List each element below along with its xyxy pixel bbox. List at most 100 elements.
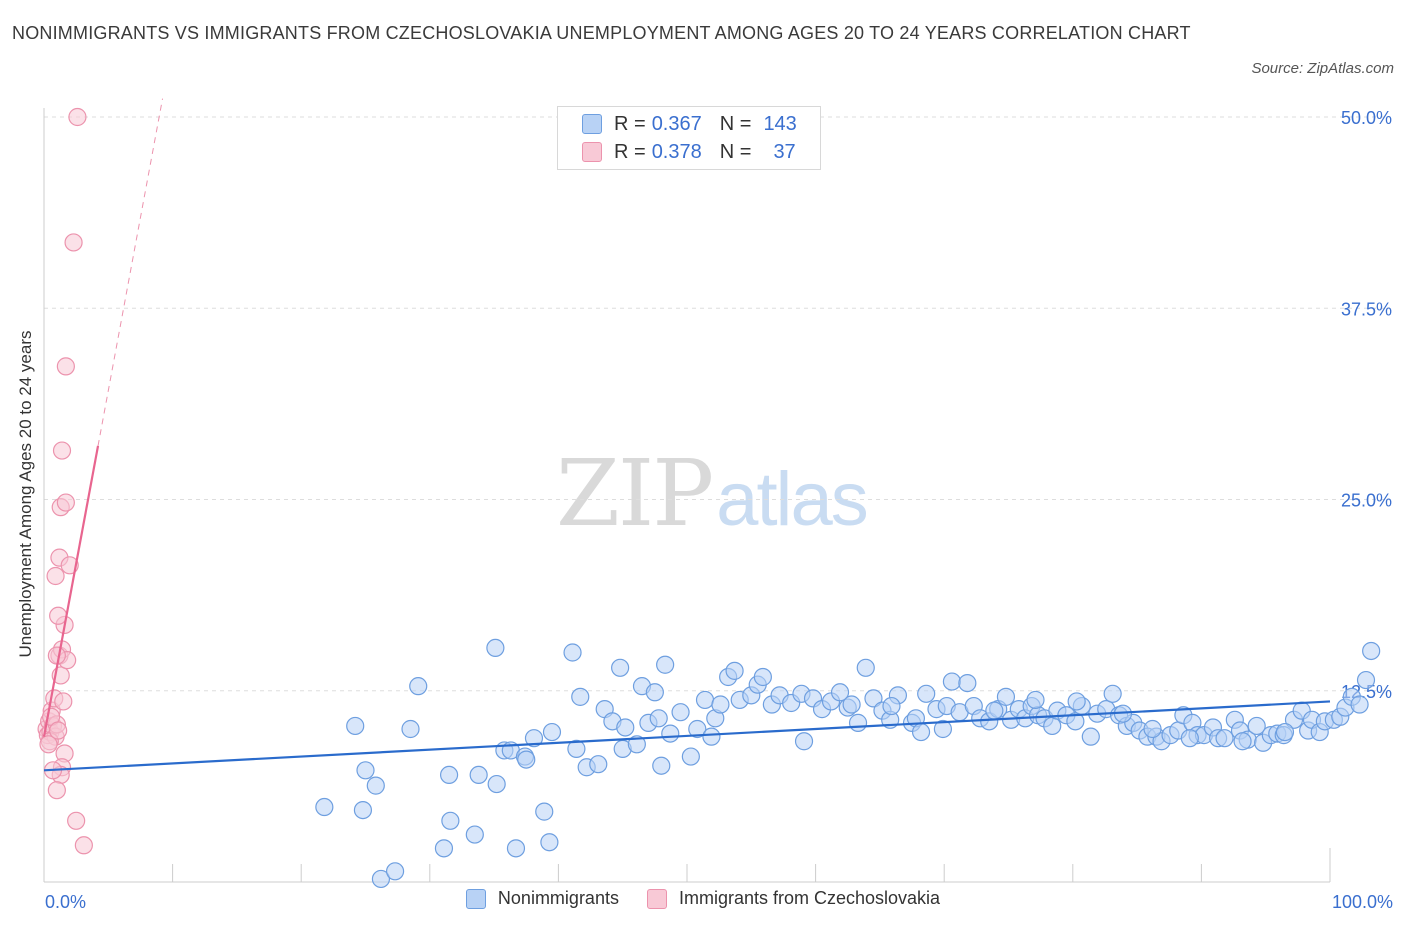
- nonimmigrant-point: [611, 658, 630, 677]
- legend-row-nonimmigrants: R = 0.367 N = 143: [582, 111, 797, 137]
- nonimmigrant-point: [1233, 732, 1252, 751]
- nonimmigrant-point: [506, 839, 526, 858]
- nonimmigrant-point: [856, 658, 875, 677]
- nonimmigrant-point: [985, 701, 1004, 720]
- legend-swatch-blue: [465, 888, 486, 909]
- legend-item-immigrants: Immigrants from Czechoslovakia: [646, 888, 941, 909]
- n-label: N =: [719, 140, 752, 163]
- chart-title: NONIMMIGRANTS VS IMMIGRANTS FROM CZECHOS…: [12, 23, 1191, 43]
- nonimmigrant-point: [385, 862, 405, 881]
- immigrants-trend-line: [42, 445, 100, 737]
- legend-swatch-pink: [646, 888, 667, 909]
- immigrant-point: [64, 233, 83, 252]
- immigrant-point: [46, 566, 65, 586]
- nonimmigrant-point: [487, 774, 506, 794]
- r-value: 0.367: [651, 112, 702, 135]
- x-tick-label: 100.0%: [1332, 892, 1393, 912]
- nonimmigrant-point: [465, 825, 484, 844]
- nonimmigrant-point: [649, 709, 668, 728]
- nonimmigrants-trend-line: [43, 700, 1331, 772]
- nonimmigrant-point: [1143, 719, 1162, 739]
- legend-label-immigrants: Immigrants from Czechoslovakia: [678, 888, 941, 908]
- correlation-legend: R = 0.367 N = 143 R = 0.378 N = 37: [557, 106, 821, 170]
- nonimmigrant-point: [652, 756, 671, 775]
- nonimmigrant-point: [1081, 727, 1100, 746]
- immigrant-point: [54, 692, 73, 711]
- nonimmigrant-point: [441, 811, 460, 830]
- nonimmigrant-point: [366, 776, 385, 795]
- nonimmigrant-point: [409, 677, 428, 696]
- zipatlas-watermark: ZIPatlas: [556, 440, 869, 547]
- immigrant-point: [52, 441, 72, 460]
- nonimmigrant-point: [725, 661, 744, 680]
- immigrant-point: [56, 357, 75, 376]
- nonimmigrant-point: [830, 683, 850, 702]
- nonimmigrant-point: [1247, 716, 1266, 736]
- nonimmigrant-point: [563, 643, 582, 662]
- nonimmigrant-point: [567, 739, 586, 758]
- nonimmigrant-point: [882, 696, 901, 716]
- y-tick-label: 50.0%: [1341, 108, 1392, 128]
- nonimmigrant-point: [517, 750, 536, 769]
- immigrant-point: [49, 721, 68, 740]
- immigrants-trend-extension: [97, 98, 164, 447]
- nonimmigrant-point: [1066, 712, 1085, 731]
- nonimmigrant-point: [540, 833, 559, 852]
- nonimmigrant-point: [1026, 690, 1045, 710]
- legend-label-nonimmigrants: Nonimmigrants: [497, 888, 619, 908]
- immigrant-point: [49, 606, 68, 625]
- nonimmigrant-point: [1350, 695, 1369, 714]
- immigrant-point: [68, 107, 87, 127]
- legend-item-nonimmigrants: Nonimmigrants: [465, 888, 619, 909]
- nonimmigrant-point: [371, 869, 391, 889]
- legend-row-immigrants: R = 0.378 N = 37: [582, 139, 796, 165]
- immigrant-point: [74, 836, 93, 855]
- nonimmigrant-point: [1103, 684, 1122, 703]
- nonimmigrant-point: [911, 722, 931, 742]
- nonimmigrant-point: [469, 765, 488, 785]
- r-label: R =: [614, 140, 646, 163]
- immigrant-point: [39, 735, 58, 754]
- nonimmigrant-point: [996, 687, 1016, 706]
- nonimmigrant-point: [627, 735, 646, 754]
- legend-swatch-pink: [582, 142, 602, 162]
- nonimmigrant-point: [842, 695, 861, 714]
- x-tick-label: 0.0%: [45, 892, 86, 912]
- nonimmigrant-point: [542, 722, 562, 742]
- nonimmigrant-point: [933, 719, 953, 739]
- legend-swatch-blue: [582, 114, 602, 134]
- nonimmigrant-point: [1067, 692, 1086, 711]
- nonimmigrant-point: [1356, 670, 1376, 690]
- n-label: N =: [719, 112, 752, 135]
- r-label: R =: [614, 112, 646, 135]
- nonimmigrant-point: [794, 732, 814, 751]
- nonimmigrant-point: [616, 718, 635, 737]
- immigrant-point: [47, 781, 66, 800]
- immigrant-point: [56, 493, 75, 512]
- watermark-zip: ZIP: [556, 440, 714, 547]
- y-tick-label: 25.0%: [1341, 491, 1392, 511]
- nonimmigrant-point: [942, 672, 962, 691]
- nonimmigrant-point: [401, 719, 420, 739]
- nonimmigrant-point: [848, 713, 868, 732]
- nonimmigrant-point: [486, 638, 505, 658]
- nonimmigrant-point: [571, 687, 590, 706]
- nonimmigrant-point: [589, 755, 608, 774]
- nonimmigrant-point: [1180, 729, 1199, 748]
- nonimmigrant-point: [702, 727, 721, 746]
- nonimmigrant-point: [1215, 729, 1234, 748]
- nonimmigrant-point: [656, 655, 675, 674]
- n-value: 143: [763, 112, 797, 135]
- nonimmigrant-point: [315, 797, 334, 817]
- source-credit: Source: ZipAtlas.com: [1251, 60, 1394, 77]
- nonimmigrant-point: [917, 684, 936, 703]
- nonimmigrant-point: [434, 839, 454, 858]
- y-tick-label: 37.5%: [1341, 299, 1392, 319]
- nonimmigrant-point: [645, 683, 664, 702]
- nonimmigrant-point: [356, 761, 375, 780]
- nonimmigrant-point: [535, 802, 554, 821]
- nonimmigrant-point: [1275, 722, 1295, 742]
- nonimmigrant-point: [864, 689, 883, 708]
- nonimmigrant-point: [688, 719, 707, 739]
